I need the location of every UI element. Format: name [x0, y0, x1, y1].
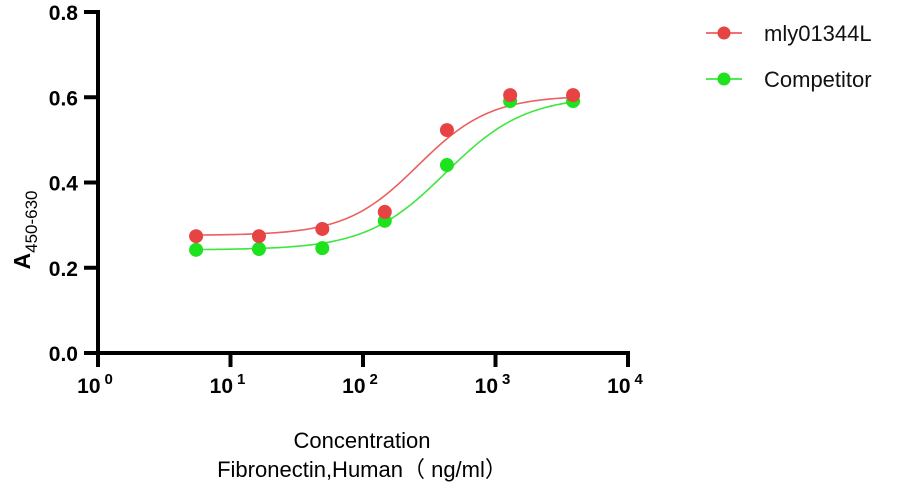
- x-tick-label: 10 0: [77, 371, 113, 398]
- x-tick-label: 10 3: [475, 371, 511, 398]
- data-points: [189, 88, 581, 257]
- y-tick-label: 0.8: [49, 2, 79, 25]
- data-point-mly01344l: [251, 229, 266, 244]
- x-axis-label-line1: Concentration: [294, 428, 431, 453]
- data-point-competitor: [439, 158, 454, 173]
- y-axis-label-subscript: 450-630: [22, 190, 41, 252]
- y-tick-label: 0.2: [49, 258, 78, 281]
- x-tick-exponent: 0: [105, 371, 113, 388]
- legend-label: Competitor: [764, 67, 872, 92]
- x-tick-base: 10: [342, 375, 365, 398]
- data-point-mly01344l: [189, 229, 204, 244]
- y-tick-label: 0.4: [49, 173, 79, 196]
- x-tick-exponent: 3: [502, 371, 510, 388]
- data-point-mly01344l: [503, 88, 518, 103]
- legend-label: mly01344L: [764, 21, 872, 46]
- y-axis-label: A450-630: [9, 190, 41, 269]
- data-point-mly01344l: [439, 123, 454, 138]
- x-tick-base: 10: [77, 375, 100, 398]
- y-axis-label-main: A: [9, 253, 35, 270]
- data-point-competitor: [315, 241, 330, 256]
- legend-marker-competitor: [717, 72, 731, 86]
- x-tick-base: 10: [607, 375, 630, 398]
- x-tick-base: 10: [210, 375, 233, 398]
- legend-marker-mly01344l: [717, 26, 731, 40]
- x-tick-exponent: 2: [370, 371, 378, 388]
- y-tick-label: 0.6: [49, 87, 78, 110]
- axes: 0.00.20.40.60.810 0 10 1 10 2 10 3 10 4: [49, 2, 644, 398]
- x-tick-label: 10 1: [210, 371, 246, 398]
- y-tick-label: 0.0: [49, 343, 78, 366]
- x-tick-label: 10 2: [342, 371, 378, 398]
- x-tick-exponent: 4: [635, 371, 644, 388]
- data-point-mly01344l: [377, 204, 392, 219]
- data-point-mly01344l: [566, 88, 581, 103]
- data-point-competitor: [189, 242, 204, 257]
- data-point-mly01344l: [315, 221, 330, 236]
- x-tick-label: 10 4: [607, 371, 643, 398]
- data-point-competitor: [251, 241, 266, 256]
- x-axis-label-line2: Fibronectin,Human（ ng/ml）: [217, 457, 507, 482]
- x-tick-exponent: 1: [237, 371, 245, 388]
- legend: mly01344L Competitor: [706, 21, 872, 92]
- x-tick-base: 10: [475, 375, 498, 398]
